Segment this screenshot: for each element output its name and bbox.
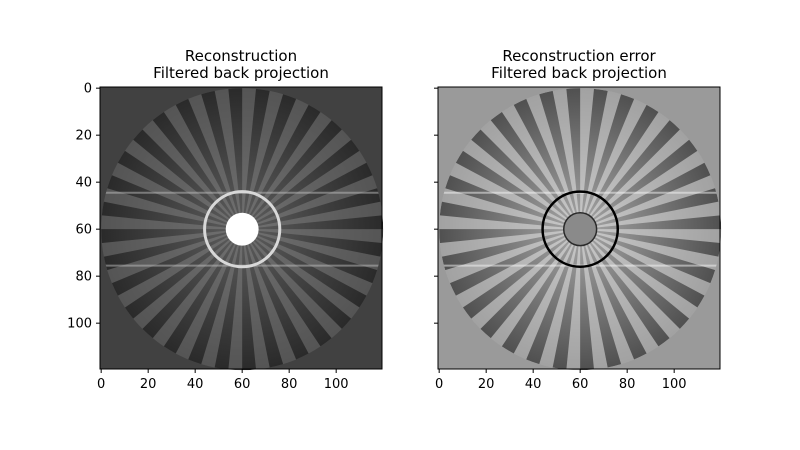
chart-title: Reconstruction bbox=[185, 47, 297, 65]
center-blob bbox=[225, 212, 259, 246]
y-tick-label: 100 bbox=[67, 317, 92, 332]
y-tick-label: 40 bbox=[75, 176, 92, 191]
chart-title: Reconstruction error bbox=[502, 47, 656, 65]
y-tick-label: 80 bbox=[75, 270, 92, 285]
panel-reconstruction-error: 0 20 40 60 80 100 Reconstruction errorFiltered… bbox=[434, 47, 722, 392]
axes-frame bbox=[437, 86, 721, 370]
x-tick-label: 20 bbox=[140, 377, 157, 392]
ring-feature bbox=[203, 190, 282, 269]
x-tick-label: 20 bbox=[478, 377, 495, 392]
x-tick-label: 100 bbox=[662, 377, 687, 392]
x-tick-label: 80 bbox=[281, 377, 298, 392]
x-tick-label: 40 bbox=[525, 377, 542, 392]
ring-feature bbox=[541, 190, 620, 269]
x-tick-label: 60 bbox=[572, 377, 589, 392]
axes-frame bbox=[99, 86, 383, 370]
x-tick-label: 80 bbox=[619, 377, 636, 392]
center-blob bbox=[562, 211, 598, 247]
chart-subtitle: Filtered back projection bbox=[153, 64, 329, 82]
y-tick-label: 0 bbox=[84, 82, 92, 97]
y-tick-label: 20 bbox=[75, 129, 92, 144]
x-tick-label: 100 bbox=[324, 377, 349, 392]
x-tick-label: 60 bbox=[234, 377, 251, 392]
panel-reconstruction: 0 20 40 60 80 100 0 20 40 60 80 100 ReconstructionFi… bbox=[67, 47, 384, 392]
y-tick-label: 60 bbox=[75, 223, 92, 238]
x-tick-label: 0 bbox=[97, 377, 105, 392]
x-tick-label: 40 bbox=[187, 377, 204, 392]
x-tick-label: 0 bbox=[435, 377, 443, 392]
chart-subtitle: Filtered back projection bbox=[491, 64, 667, 82]
